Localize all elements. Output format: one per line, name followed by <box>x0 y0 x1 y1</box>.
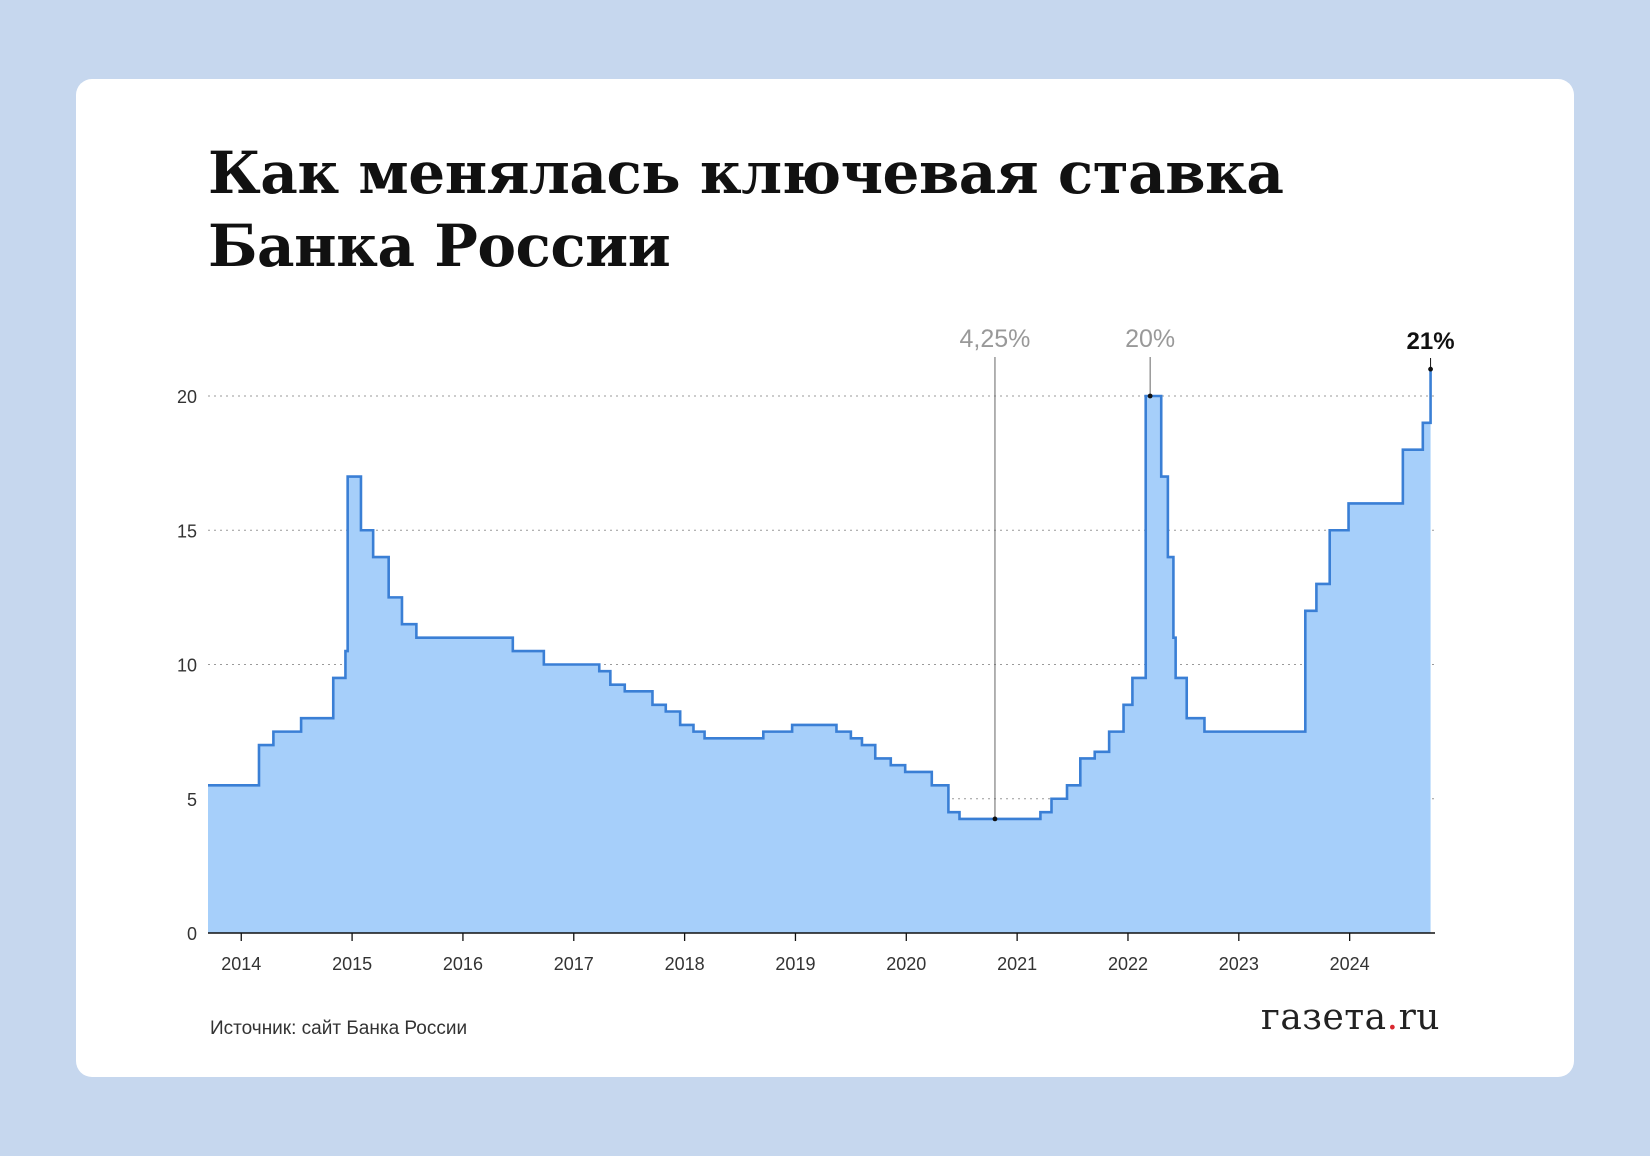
chart-title-line-2: Банка России <box>208 212 671 280</box>
logo-tail: ru <box>1398 997 1440 1038</box>
x-tick-label: 2021 <box>997 954 1037 974</box>
annotation-label: 20% <box>1125 325 1175 353</box>
y-tick-label: 15 <box>177 521 197 541</box>
chart-title-line-1: Как менялась ключевая ставка <box>208 139 1284 207</box>
rate-chart: 0 5 10 15 20 2014 2015 2016 2017 2018 2019 2020 2021… <box>177 325 1455 974</box>
rate-line <box>208 369 1432 821</box>
annotation-dot <box>1428 366 1433 372</box>
annotation-label: 21% <box>1407 328 1455 355</box>
y-tick-label: 10 <box>177 656 197 676</box>
x-tick-label: 2020 <box>886 954 926 974</box>
y-tick-label: 20 <box>177 387 197 407</box>
logo-main: газета <box>1260 997 1387 1038</box>
annotation-dot <box>1147 393 1153 399</box>
x-tick-label: 2015 <box>332 954 372 974</box>
logo-dot: . <box>1386 997 1399 1038</box>
x-tick-label: 2017 <box>554 954 594 974</box>
gazeta-logo: газета.ru <box>1261 997 1440 1038</box>
x-tick-label: 2022 <box>1108 954 1148 974</box>
x-tick-label: 2024 <box>1330 954 1370 974</box>
x-tick-label: 2016 <box>443 954 483 974</box>
rate-area <box>208 369 1431 933</box>
source-note: Источник: сайт Банка России <box>210 1018 468 1039</box>
y-tick-label: 5 <box>187 790 197 810</box>
chart-card: Как менялась ключевая ставка Банка Росси… <box>76 79 1574 1077</box>
y-tick-label: 0 <box>187 924 197 944</box>
x-tick-label: 2014 <box>221 954 261 974</box>
annotation-dot <box>992 816 998 822</box>
x-tick-label: 2018 <box>665 954 705 974</box>
annotation-label: 4,25% <box>960 325 1031 353</box>
x-tick-label: 2019 <box>775 954 815 974</box>
chart-title: Как менялась ключевая ставка Банка Росси… <box>208 137 1408 283</box>
x-tick-label: 2023 <box>1219 954 1259 974</box>
